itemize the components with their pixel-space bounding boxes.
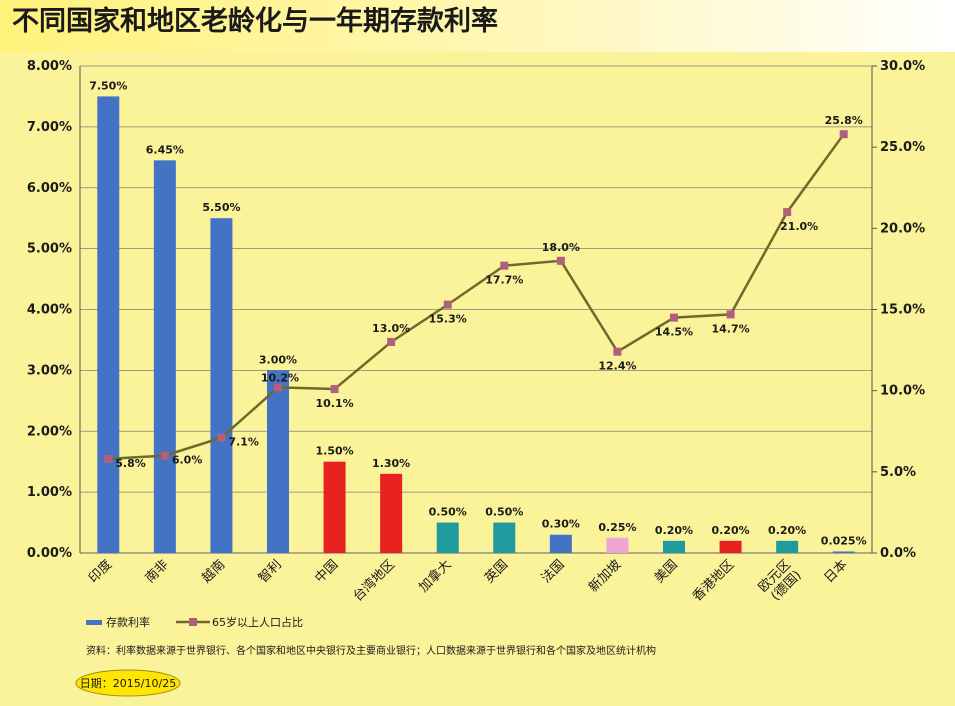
right-tick-label: 10.0% [880,384,925,399]
right-tick-label: 25.0% [880,140,925,155]
chart-title: 不同国家和地区老龄化与一年期存款利率 [12,5,498,37]
bar-data-label: 0.50% [429,506,467,519]
line-marker [839,130,848,139]
legend-bar-swatch [86,620,102,625]
line-marker [783,208,792,217]
line-marker [443,300,452,309]
line-series [104,130,848,463]
right-tick-label: 30.0% [880,59,925,74]
right-tick-label: 5.0% [880,465,916,480]
bar [663,540,685,553]
line-marker [104,454,113,463]
line-marker [217,433,226,442]
date-stamp-oval [75,669,181,697]
line-data-label: 17.7% [485,274,523,287]
left-axis-ticks: 0.00% 1.00% 2.00% 3.00% 4.00% 5.00% 6.00% 7.00%… [27,59,72,561]
legend-line-label: 65岁以上人口占比 [212,615,303,629]
bar [323,461,346,553]
footnote: 资料：利率数据来源于世界银行、各个国家和地区中央银行及主要商业银行；人口数据来源… [86,644,656,657]
line-data-label: 10.1% [315,397,353,410]
left-tick-label: 7.00% [27,120,72,135]
bar [606,537,629,553]
bar-data-labels: 7.50% 6.45% 5.50% 3.00% 1.50% 1.30% 0.50% 0.50%… [89,79,866,547]
bar [776,540,799,553]
line-marker [613,347,622,356]
bar-data-label: 0.20% [655,524,693,537]
left-tick-label: 6.00% [27,181,72,196]
line-data-label: 14.7% [711,322,749,335]
right-axis-ticks: 0.0% 5.0% 10.0% 15.0% 20.0% 25.0% 30.0% [872,59,925,561]
line-marker [556,256,565,265]
line-data-label: 5.8% [115,457,146,470]
line-data-label: 6.0% [172,454,203,467]
line-data-labels: 5.8% 6.0% 7.1% 10.2% 10.1% 13.0% 15.3% 17.7% 18.… [115,114,863,470]
bar [97,96,120,553]
bar [436,522,459,553]
left-tick-label: 4.00% [27,303,72,318]
line-marker [274,383,282,392]
right-tick-label: 15.0% [880,303,925,318]
legend: 存款利率 65岁以上人口占比 [86,615,303,629]
line-marker [160,451,169,460]
bar-data-label: 1.30% [372,457,410,470]
bar-data-label: 7.50% [89,79,127,92]
bar [719,540,742,553]
line-data-label: 25.8% [825,114,863,127]
line-marker [726,310,735,319]
line-data-label: 14.5% [655,326,693,339]
line-data-label: 18.0% [542,241,580,254]
left-tick-label: 1.00% [27,485,72,500]
bar-data-label: 3.00% [259,353,297,366]
bar-data-label: 0.20% [711,524,749,537]
bar-data-label: 5.50% [202,201,240,214]
right-tick-label: 20.0% [880,221,925,236]
line-marker [670,313,678,322]
bar [549,534,572,553]
bar-data-label: 0.50% [485,506,523,519]
left-tick-label: 2.00% [27,424,72,439]
line-path [108,133,845,461]
bar-data-label: 0.25% [598,521,636,534]
date-stamp: 日期：2015/10/25 [80,677,176,690]
bar [210,218,233,553]
line-data-label: 10.2% [261,371,299,384]
figure-background [0,52,955,706]
left-tick-label: 8.00% [27,59,72,74]
left-tick-label: 3.00% [27,363,72,378]
bar-data-label: 0.20% [768,524,806,537]
bar-data-label: 6.45% [146,143,184,156]
line-marker [500,261,509,270]
bar [380,473,403,553]
legend-bar-label: 存款利率 [106,615,150,629]
bar-series [97,96,855,553]
bar [267,370,289,553]
line-data-label: 12.4% [598,360,636,373]
right-tick-label: 0.0% [880,546,916,561]
bar-data-label: 0.30% [542,518,580,531]
legend-line-marker [189,618,197,626]
left-tick-label: 5.00% [27,242,72,257]
bar-data-label: 0.025% [821,534,867,547]
bar [493,522,516,553]
left-tick-label: 0.00% [27,546,72,561]
line-data-label: 21.0% [780,220,818,233]
line-data-label: 7.1% [228,436,259,449]
bar-data-label: 1.50% [315,445,353,458]
line-marker [387,337,396,346]
line-marker [330,385,339,394]
line-data-label: 15.3% [429,313,467,326]
title-band [0,0,955,52]
bar [153,160,176,553]
line-data-label: 13.0% [372,322,410,335]
bar [832,551,855,553]
